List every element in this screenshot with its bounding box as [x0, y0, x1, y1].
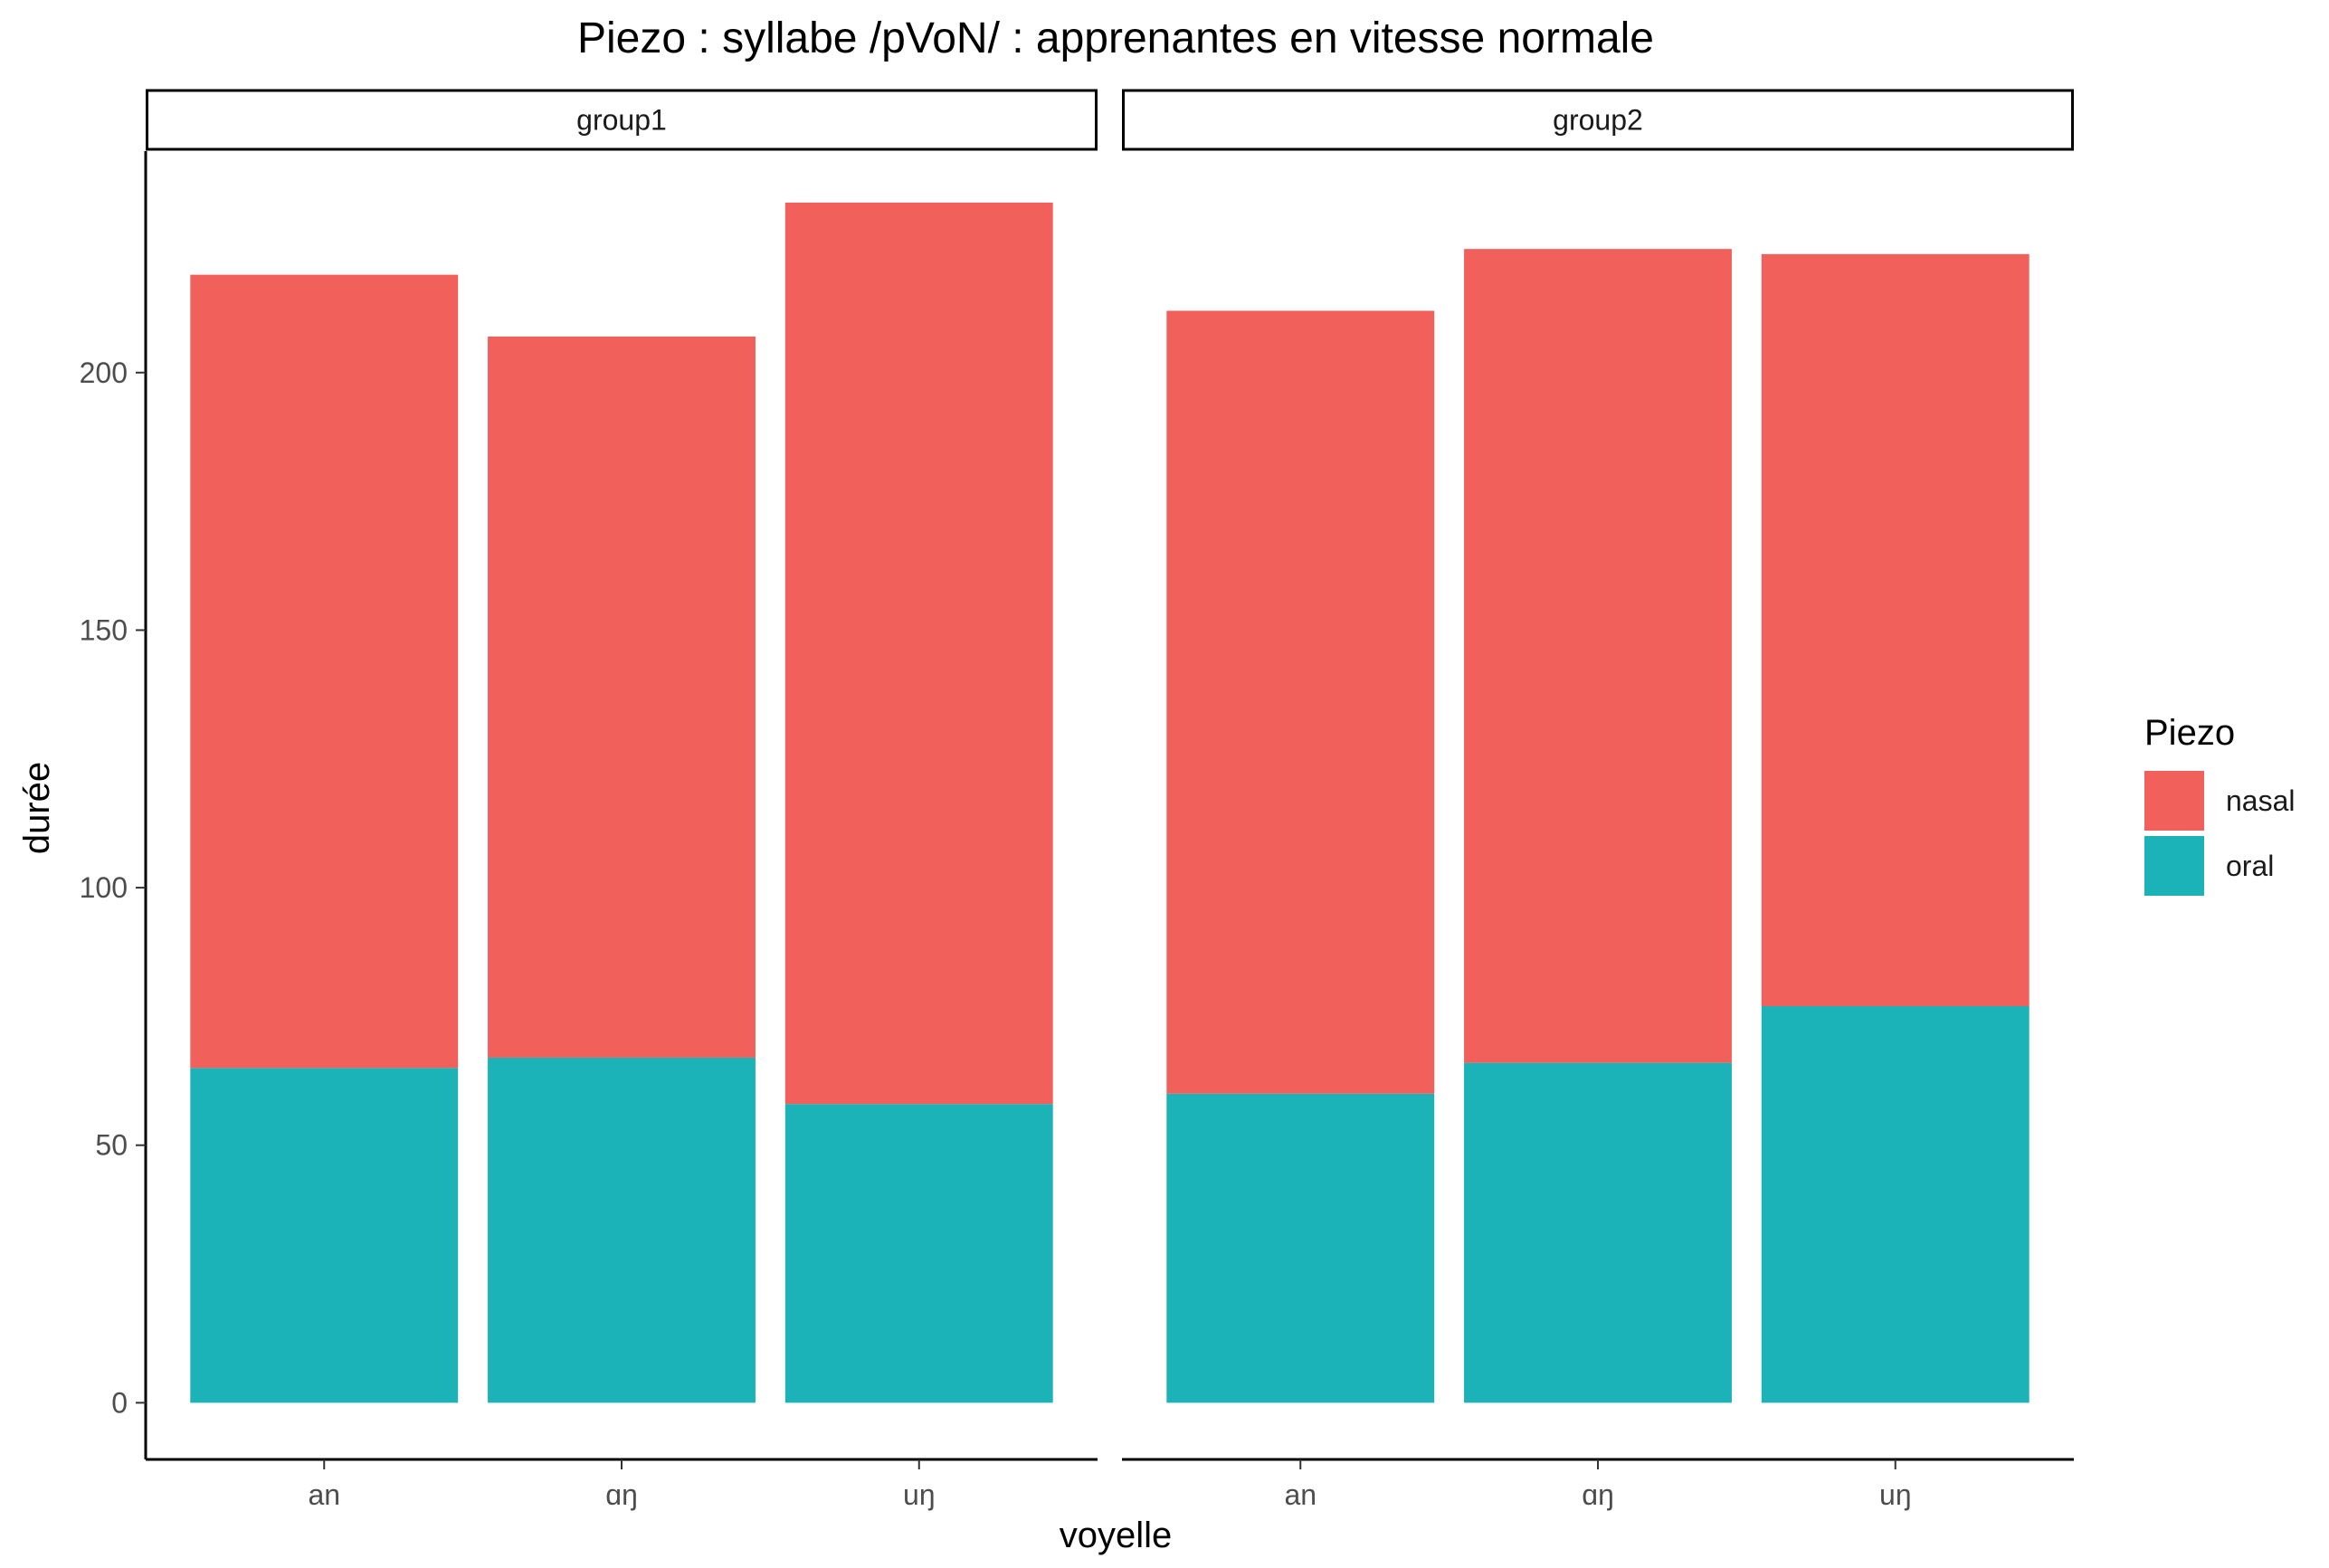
y-tick-label: 150 [80, 613, 128, 646]
facet-strip-label: group2 [1553, 104, 1643, 137]
legend-title: Piezo [2144, 713, 2235, 753]
x-tick-label: an [1284, 1478, 1317, 1511]
x-tick-label: uŋ [1879, 1478, 1912, 1511]
bar-oral-group2-0 [1166, 1093, 1435, 1403]
y-tick-label: 100 [80, 871, 128, 904]
bar-nasal-group1-2 [784, 202, 1053, 1105]
y-tick-label: 200 [80, 356, 128, 389]
y-tick-label: 0 [111, 1386, 128, 1419]
x-tick-label: ɑŋ [605, 1478, 638, 1511]
facets-layer: 0 50 100 150 200 group1 an ɑŋ uŋ group2 an ɑŋ uŋ [80, 89, 2074, 1511]
y-axis-title: durée [17, 762, 57, 854]
x-tick-label: uŋ [903, 1478, 936, 1511]
legend-key-oral [2144, 836, 2204, 896]
x-tick-label: ɑŋ [1582, 1478, 1614, 1511]
bar-oral-group1-1 [488, 1057, 756, 1403]
facet-strip-group2 [1122, 89, 2074, 151]
bar-oral-group2-1 [1464, 1062, 1732, 1403]
x-axis-title: voyelle [1060, 1516, 1173, 1555]
bar-oral-group1-2 [784, 1104, 1053, 1403]
x-tick-label: an [308, 1478, 340, 1511]
legend-label-nasal: nasal [2226, 784, 2296, 817]
bar-nasal-group2-2 [1761, 253, 2030, 1007]
legend-key-nasal [2144, 771, 2204, 831]
legend-label-oral: oral [2226, 850, 2274, 882]
bar-oral-group1-0 [190, 1068, 459, 1403]
facet-strip-label: group1 [576, 104, 667, 137]
bar-oral-group2-2 [1761, 1006, 2030, 1403]
bar-nasal-group1-0 [190, 274, 459, 1069]
bar-nasal-group1-1 [488, 336, 756, 1058]
chart-title: Piezo : syllabe /pVoN/ : apprenantes en … [577, 14, 1654, 62]
legend: Piezo nasal oral [2144, 713, 2296, 896]
bar-nasal-group2-1 [1464, 249, 1732, 1063]
bar-nasal-group2-0 [1166, 310, 1435, 1094]
y-tick-label: 50 [95, 1129, 128, 1162]
facet-strip-group1 [146, 89, 1098, 151]
